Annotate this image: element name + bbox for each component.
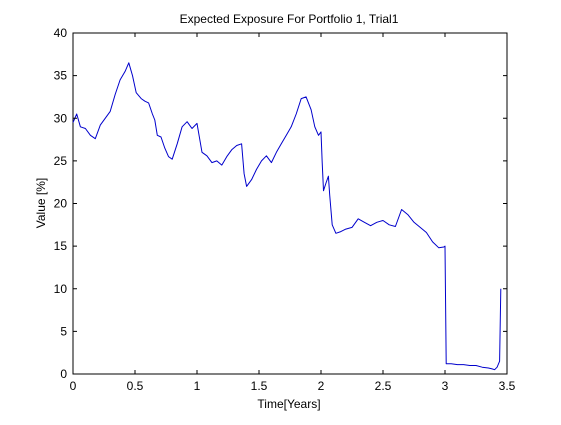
x-tick-label: 0.5 bbox=[127, 379, 144, 393]
series-line bbox=[72, 62, 502, 371]
chart-title: Expected Exposure For Portfolio 1, Trial… bbox=[180, 12, 399, 26]
y-tick-label: 25 bbox=[54, 154, 68, 168]
x-tick-label: 0 bbox=[70, 379, 77, 393]
x-tick-label: 3 bbox=[442, 379, 449, 393]
x-tick-label: 1 bbox=[194, 379, 201, 393]
x-tick-label: 1.5 bbox=[251, 379, 268, 393]
x-tick-label: 2.5 bbox=[375, 379, 392, 393]
plot-area bbox=[72, 32, 508, 375]
x-axis-ticks: 0 0.5 1 1.5 2 2.5 3 3.5 bbox=[70, 33, 516, 393]
y-tick-label: 30 bbox=[54, 111, 68, 125]
y-tick-label: 40 bbox=[54, 26, 68, 40]
x-tick-label: 2 bbox=[318, 379, 325, 393]
y-tick-label: 20 bbox=[54, 197, 68, 211]
y-tick-label: 5 bbox=[60, 324, 67, 338]
plot-frame bbox=[72, 32, 508, 375]
y-tick-label: 15 bbox=[54, 239, 68, 253]
x-tick-label: 3.5 bbox=[499, 379, 516, 393]
y-tick-label: 0 bbox=[60, 367, 67, 381]
y-axis-label: Value [%] bbox=[34, 178, 48, 228]
x-axis-label: Time[Years] bbox=[257, 397, 320, 411]
y-axis-ticks: 0 5 10 15 20 25 30 35 40 bbox=[54, 26, 507, 381]
y-tick-label: 35 bbox=[54, 69, 68, 83]
y-tick-label: 10 bbox=[54, 282, 68, 296]
